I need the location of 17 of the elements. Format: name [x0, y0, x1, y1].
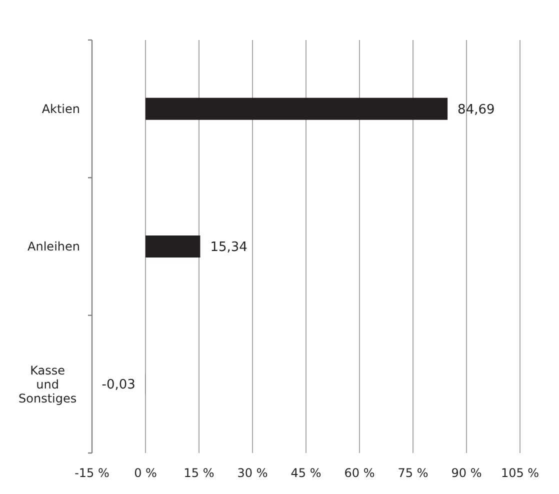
x-tick-label: 15 % — [184, 466, 214, 480]
x-tick-label: 45 % — [290, 466, 322, 480]
x-tick-label: 105 % — [500, 466, 540, 480]
data-label: -0,03 — [102, 378, 136, 393]
x-tick-label: 0 % — [134, 466, 157, 480]
data-label: 15,34 — [210, 240, 248, 256]
bar — [146, 235, 200, 258]
y-tick-label: Aktien — [42, 102, 80, 116]
x-tick-label: -15 % — [74, 466, 110, 480]
y-tick-label: Anleihen — [28, 240, 80, 254]
x-tick-label: 75 % — [398, 466, 428, 480]
data-label: 84,69 — [458, 102, 495, 118]
x-tick-label: 60 % — [344, 466, 375, 480]
y-tick-label: Kasse und Sonstiges — [18, 363, 77, 406]
bar — [146, 98, 448, 120]
x-tick-label: 90 % — [451, 466, 482, 480]
x-tick-label: 30 % — [237, 466, 268, 480]
